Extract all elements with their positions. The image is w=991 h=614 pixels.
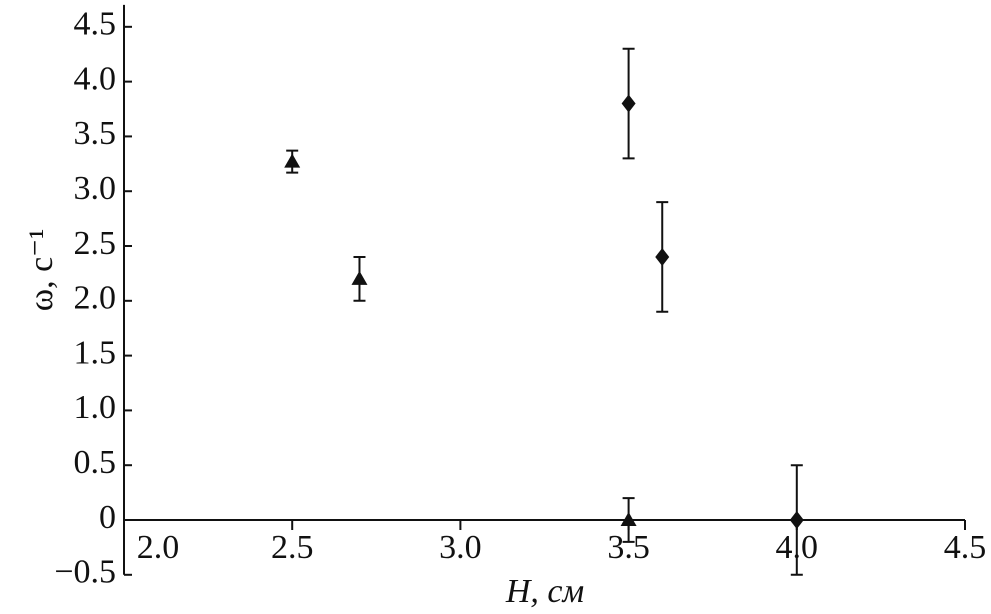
y-tick-label: 4.0	[74, 60, 117, 97]
y-tick-label: −0.5	[54, 554, 116, 591]
point	[284, 153, 301, 168]
x-tick-label: 2.5	[271, 529, 314, 566]
y-axis-label: ω, с⁻¹	[23, 229, 60, 312]
y-tick-label: 0	[99, 499, 116, 536]
x-axis-label: H, см	[505, 573, 584, 610]
y-tick-label: 1.5	[74, 334, 117, 371]
y-tick-label: 4.5	[74, 6, 117, 43]
y-tick-label: 1.0	[74, 389, 117, 426]
y-tick-label: 3.5	[74, 115, 117, 152]
point	[620, 512, 637, 527]
y-tick-label: 0.5	[74, 444, 117, 481]
point	[789, 511, 804, 530]
x-tick-label: 3.0	[439, 529, 482, 566]
point	[655, 247, 670, 266]
y-tick-label: 2.5	[74, 225, 117, 262]
x-tick-label: 4.5	[944, 529, 987, 566]
x-tick-label: 2.0	[137, 529, 180, 566]
y-tick-label: 2.0	[74, 280, 117, 317]
point	[351, 270, 368, 285]
point	[621, 94, 636, 113]
y-tick-label: 3.0	[74, 170, 117, 207]
